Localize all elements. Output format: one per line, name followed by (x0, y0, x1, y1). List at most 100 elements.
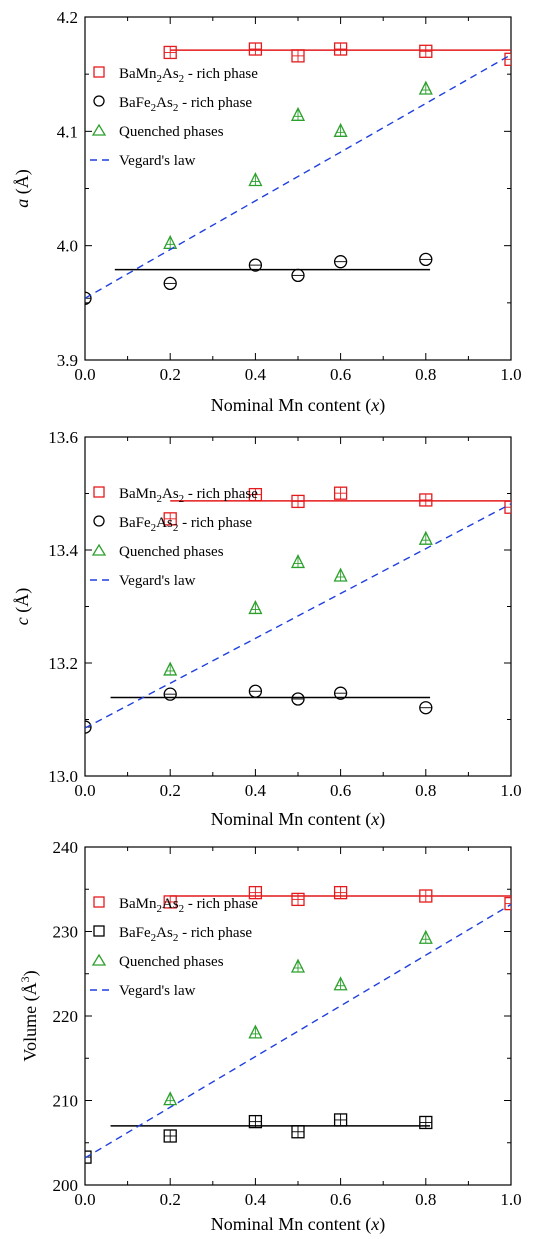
x-axis-title: Nominal Mn content (x) (211, 1214, 385, 1235)
legend-square (93, 925, 105, 937)
data-point-bafe2as2-rich-phase (419, 252, 433, 267)
legend-swatch (93, 925, 105, 937)
legend-label: BaFe2As2 - rich phase (119, 95, 252, 114)
legend-label: Quenched phases (119, 954, 224, 970)
data-point-quenched-phases (418, 530, 433, 545)
legend-label: Quenched phases (119, 124, 224, 140)
legend: BaMn2As2 - rich phase BaFe2As2 - rich pha… (90, 486, 258, 589)
data-point-bafe2as2-rich-phase (85, 1150, 92, 1164)
data-point-bamn2as2-rich-phase (419, 889, 433, 903)
data-layer (85, 885, 511, 1164)
legend: BaMn2As2 - rich phase BaFe2As2 - rich pha… (90, 66, 258, 169)
data-point-bafe2as2-rich-phase (333, 1113, 348, 1127)
data-point-bamn2as2-rich-phase (163, 45, 177, 60)
legend: BaMn2As2 - rich phase BaFe2As2 - rich pha… (90, 896, 258, 999)
y-tick-label: 3.9 (57, 351, 78, 370)
y-tick-label: 4.1 (57, 122, 78, 141)
x-tick-label: 0.6 (330, 1190, 351, 1209)
y-tick-label: 230 (53, 923, 79, 942)
data-point-bafe2as2-rich-phase (248, 1114, 263, 1129)
data-point-quenched-phases (248, 1024, 263, 1039)
x-tick-label: 0.8 (415, 781, 436, 800)
data-point-bamn2as2-rich-phase (248, 42, 263, 56)
data-point-bamn2as2-rich-phase (248, 487, 263, 502)
data-point-bamn2as2-rich-phase (333, 885, 348, 900)
legend-label: Quenched phases (119, 544, 224, 560)
y-axis-title: c (Å) (12, 588, 33, 626)
data-point-bafe2as2-rich-phase (291, 1125, 305, 1139)
legend-label: BaMn2As2 - rich phase (119, 896, 258, 915)
data-layer (85, 42, 511, 305)
legend-label: BaFe2As2 - rich phase (119, 925, 252, 944)
data-point-quenched-phases (290, 553, 306, 569)
x-tick-label: 0.8 (415, 365, 436, 384)
legend-label: Vegard's law (119, 153, 196, 169)
y-axis-title: a (Å) (12, 169, 33, 208)
data-point-bamn2as2-rich-phase (291, 892, 305, 907)
x-tick-label: 0.4 (245, 781, 267, 800)
data-layer (85, 486, 511, 734)
legend-circle (93, 515, 105, 527)
data-point-bamn2as2-rich-phase (504, 500, 511, 514)
data-point-quenched-phases (163, 1091, 178, 1106)
data-point-quenched-phases (290, 958, 306, 973)
x-tick-label: 0.4 (245, 365, 267, 384)
legend-triangle (91, 953, 107, 966)
y-axis-title: Volume (Å3) (18, 970, 41, 1061)
x-tick-label: 1.0 (500, 781, 521, 800)
x-tick-label: 1.0 (500, 365, 521, 384)
data-point-bafe2as2-rich-phase (163, 687, 177, 701)
vegard-law-line (85, 903, 511, 1159)
data-point-bafe2as2-rich-phase (85, 291, 92, 305)
legend-label: Vegard's law (119, 983, 196, 999)
data-point-bafe2as2-rich-phase (163, 1129, 177, 1143)
data-point-bamn2as2-rich-phase (248, 885, 263, 900)
legend-circle (93, 95, 105, 107)
data-point-bamn2as2-rich-phase (419, 493, 433, 507)
legend-swatch (93, 66, 105, 78)
data-point-bamn2as2-rich-phase (419, 44, 433, 58)
x-tick-label: 0.6 (330, 781, 351, 800)
x-tick-label: 0.0 (74, 781, 95, 800)
data-point-quenched-phases (333, 122, 348, 137)
data-point-bafe2as2-rich-phase (419, 701, 433, 715)
x-tick-label: 0.2 (160, 365, 181, 384)
x-tick-label: 0.2 (160, 1190, 181, 1209)
legend-triangle (91, 543, 107, 556)
y-tick-label: 13.4 (48, 541, 78, 560)
x-axis-title: Nominal Mn content (x) (211, 395, 385, 416)
legend-swatch (93, 515, 105, 527)
data-point-bafe2as2-rich-phase (291, 692, 305, 706)
data-point-bafe2as2-rich-phase (248, 258, 263, 272)
data-point-bafe2as2-rich-phase (85, 720, 92, 734)
legend-label: BaFe2As2 - rich phase (119, 515, 252, 534)
legend-swatch (91, 953, 107, 966)
data-point-bafe2as2-rich-phase (333, 255, 348, 269)
x-tick-label: 0.4 (245, 1190, 267, 1209)
data-point-bamn2as2-rich-phase (504, 896, 511, 911)
chart-panel-1: 0.0 0.2 0.4 0.6 0.8 1.0 3.9 4.0 4.1 4.2 Nominal Mn… (12, 8, 522, 416)
data-point-bafe2as2-rich-phase (248, 684, 263, 698)
x-tick-label: 0.0 (74, 365, 95, 384)
legend-swatch (93, 486, 105, 498)
y-tick-label: 240 (53, 838, 79, 857)
legend-square (93, 896, 105, 908)
legend-square (93, 486, 105, 498)
x-tick-label: 0.6 (330, 365, 351, 384)
data-point-quenched-phases (333, 567, 348, 582)
chart-panel-2: 0.0 0.2 0.4 0.6 0.8 1.0 13.0 13.2 13.4 13.6 Nomina… (12, 428, 522, 830)
chart-panel-3: 0.0 0.2 0.4 0.6 0.8 1.0 200 210 220 230 240 Nominal… (18, 838, 522, 1235)
data-point-quenched-phases (248, 599, 263, 615)
data-point-bamn2as2-rich-phase (333, 486, 348, 500)
data-point-quenched-phases (418, 80, 433, 95)
y-tick-label: 13.6 (48, 428, 78, 447)
legend-swatch (91, 543, 107, 556)
data-point-bamn2as2-rich-phase (163, 512, 177, 526)
y-tick-label: 210 (53, 1092, 79, 1111)
y-tick-label: 4.0 (57, 237, 78, 256)
data-point-bafe2as2-rich-phase (333, 686, 348, 700)
data-point-quenched-phases (418, 929, 433, 944)
data-point-quenched-phases (248, 172, 263, 187)
data-point-bamn2as2-rich-phase (163, 895, 177, 909)
